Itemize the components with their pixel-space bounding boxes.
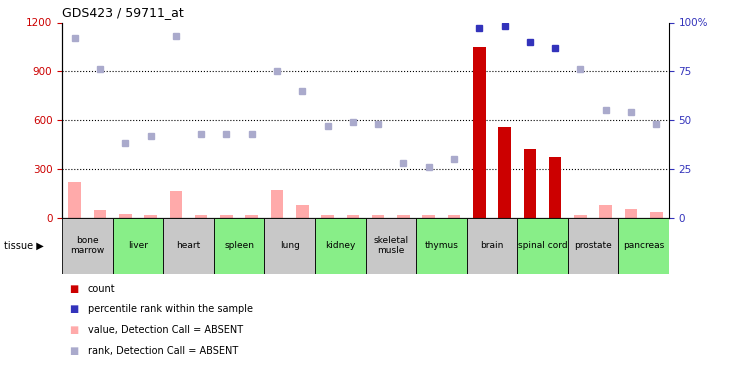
Bar [62,217,113,274]
Bar [372,215,385,217]
Bar [119,214,132,217]
Bar [599,206,612,218]
Text: GDS423 / 59711_at: GDS423 / 59711_at [62,6,184,19]
Bar [170,190,182,217]
Text: thymus: thymus [425,241,458,250]
Bar [618,217,669,274]
Bar [163,217,213,274]
Text: kidney: kidney [325,241,355,250]
Bar [346,214,359,217]
Text: skeletal
musle: skeletal musle [374,236,409,255]
Bar [321,215,334,217]
Bar [523,149,536,217]
Text: liver: liver [128,241,148,250]
Bar [195,215,208,217]
Text: prostate: prostate [574,241,612,250]
Bar [447,215,461,217]
Text: ■: ■ [69,284,79,294]
Bar [473,47,485,217]
Text: rank, Detection Call = ABSENT: rank, Detection Call = ABSENT [88,346,238,355]
Bar [499,126,511,218]
Bar [416,217,466,274]
Text: ■: ■ [69,304,79,314]
Text: value, Detection Call = ABSENT: value, Detection Call = ABSENT [88,325,243,335]
Bar [246,215,258,217]
Text: spleen: spleen [224,241,254,250]
Bar [549,158,561,218]
Text: percentile rank within the sample: percentile rank within the sample [88,304,253,314]
Text: bone
marrow: bone marrow [70,236,105,255]
Text: ■: ■ [69,346,79,355]
Bar [624,209,637,218]
Bar [69,182,81,218]
Text: tissue ▶: tissue ▶ [4,241,43,250]
Bar [220,214,232,217]
Bar [94,210,107,218]
Bar [568,217,618,274]
Bar [366,217,416,274]
Text: brain: brain [480,241,504,250]
Text: count: count [88,284,115,294]
Text: lung: lung [280,241,300,250]
Bar [296,206,308,218]
Bar [650,212,662,217]
Bar [265,217,315,274]
Bar [574,214,587,217]
Bar [423,215,435,217]
Text: pancreas: pancreas [623,241,664,250]
Bar [144,214,157,217]
Bar [270,190,284,217]
Bar [315,217,366,274]
Bar [466,217,518,274]
Bar [397,215,410,217]
Text: ■: ■ [69,325,79,335]
Bar [113,217,163,274]
Bar [518,217,568,274]
Bar [213,217,265,274]
Text: heart: heart [176,241,201,250]
Text: spinal cord: spinal cord [518,241,567,250]
